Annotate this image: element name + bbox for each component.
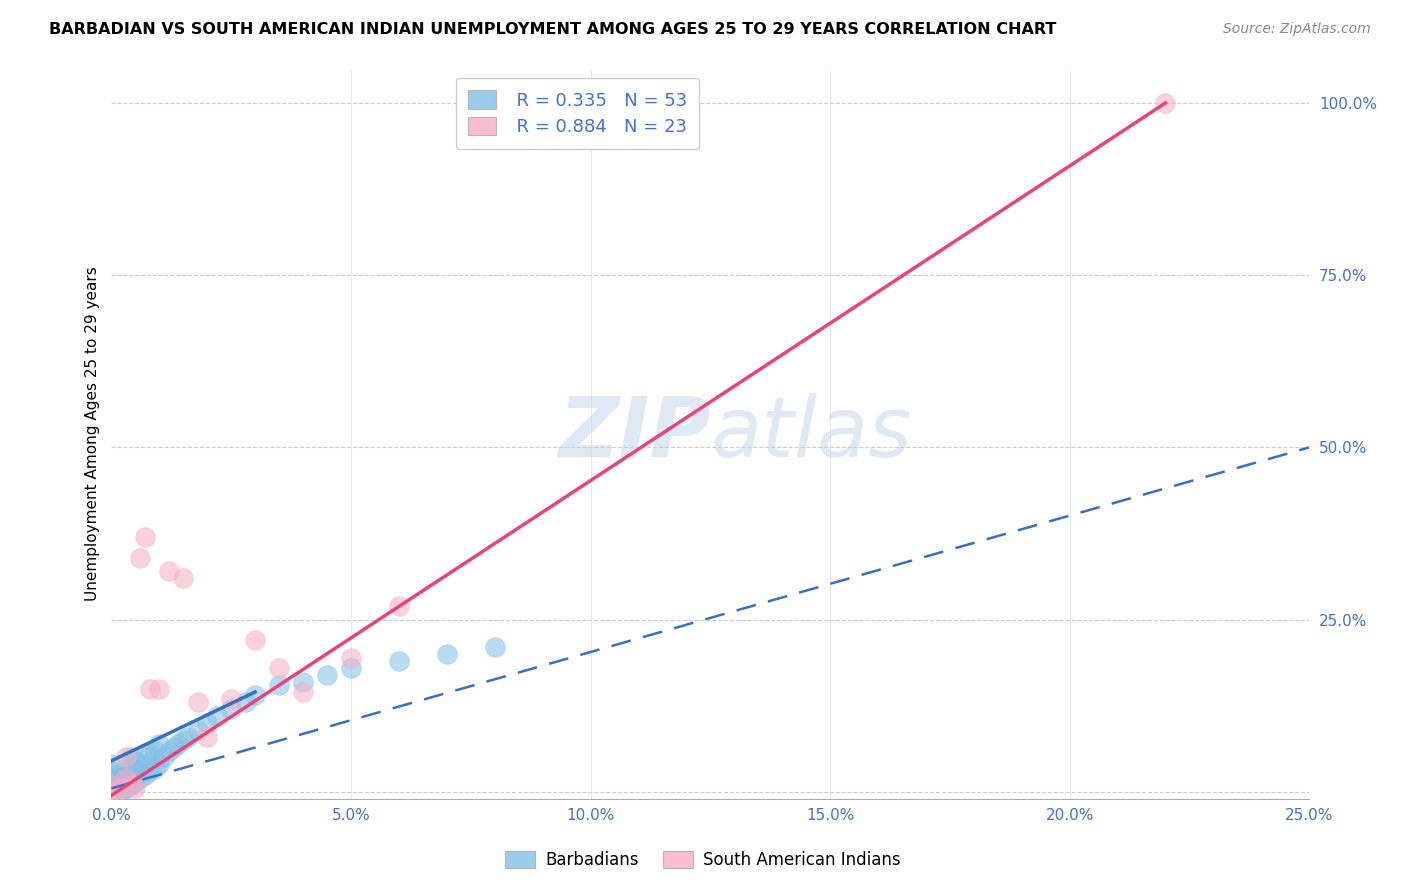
Point — [110, 771, 132, 785]
Point — [100, 778, 122, 792]
Point — [1154, 95, 1177, 110]
Point — [134, 767, 156, 781]
Point — [100, 778, 122, 792]
Point — [129, 757, 152, 772]
Point — [114, 781, 136, 796]
Point — [148, 757, 170, 772]
Point — [187, 695, 209, 709]
Point — [235, 695, 257, 709]
Point — [143, 761, 166, 775]
Point — [100, 774, 122, 789]
Point — [134, 530, 156, 544]
Text: Source: ZipAtlas.com: Source: ZipAtlas.com — [1223, 22, 1371, 37]
Point — [292, 685, 315, 699]
Point — [105, 785, 128, 799]
Point — [129, 771, 152, 785]
Point — [139, 764, 162, 779]
Point — [100, 757, 122, 772]
Point — [340, 661, 363, 675]
Point — [167, 737, 190, 751]
Point — [100, 785, 122, 799]
Point — [195, 730, 218, 744]
Point — [120, 764, 142, 779]
Point — [114, 771, 136, 785]
Point — [129, 550, 152, 565]
Point — [172, 571, 194, 585]
Legend:   R = 0.335   N = 53,   R = 0.884   N = 23: R = 0.335 N = 53, R = 0.884 N = 23 — [456, 78, 699, 149]
Point — [110, 781, 132, 796]
Point — [114, 750, 136, 764]
Point — [157, 743, 180, 757]
Point — [388, 599, 411, 613]
Point — [124, 754, 146, 768]
Point — [134, 750, 156, 764]
Point — [110, 778, 132, 792]
Y-axis label: Unemployment Among Ages 25 to 29 years: Unemployment Among Ages 25 to 29 years — [86, 267, 100, 601]
Point — [100, 767, 122, 781]
Point — [124, 767, 146, 781]
Point — [195, 716, 218, 731]
Point — [120, 771, 142, 785]
Point — [143, 743, 166, 757]
Point — [114, 774, 136, 789]
Text: ZIP: ZIP — [558, 393, 710, 475]
Point — [292, 674, 315, 689]
Point — [243, 689, 266, 703]
Point — [120, 778, 142, 792]
Point — [120, 750, 142, 764]
Point — [120, 757, 142, 772]
Point — [100, 764, 122, 779]
Text: BARBADIAN VS SOUTH AMERICAN INDIAN UNEMPLOYMENT AMONG AGES 25 TO 29 YEARS CORREL: BARBADIAN VS SOUTH AMERICAN INDIAN UNEMP… — [49, 22, 1056, 37]
Point — [340, 650, 363, 665]
Point — [148, 737, 170, 751]
Point — [219, 702, 242, 716]
Point — [219, 691, 242, 706]
Point — [388, 654, 411, 668]
Point — [187, 723, 209, 737]
Point — [172, 733, 194, 747]
Point — [100, 781, 122, 796]
Point — [120, 778, 142, 792]
Point — [436, 647, 458, 661]
Point — [114, 767, 136, 781]
Point — [124, 774, 146, 789]
Point — [124, 781, 146, 796]
Point — [269, 661, 291, 675]
Point — [316, 667, 339, 681]
Point — [114, 761, 136, 775]
Text: atlas: atlas — [710, 393, 912, 475]
Point — [269, 678, 291, 692]
Point — [163, 740, 186, 755]
Point — [157, 565, 180, 579]
Point — [243, 633, 266, 648]
Point — [139, 747, 162, 761]
Point — [100, 785, 122, 799]
Point — [110, 785, 132, 799]
Point — [100, 771, 122, 785]
Point — [124, 761, 146, 775]
Legend: Barbadians, South American Indians: Barbadians, South American Indians — [495, 841, 911, 880]
Point — [148, 681, 170, 696]
Point — [484, 640, 506, 655]
Point — [153, 750, 176, 764]
Point — [177, 730, 200, 744]
Point — [139, 681, 162, 696]
Point — [205, 709, 228, 723]
